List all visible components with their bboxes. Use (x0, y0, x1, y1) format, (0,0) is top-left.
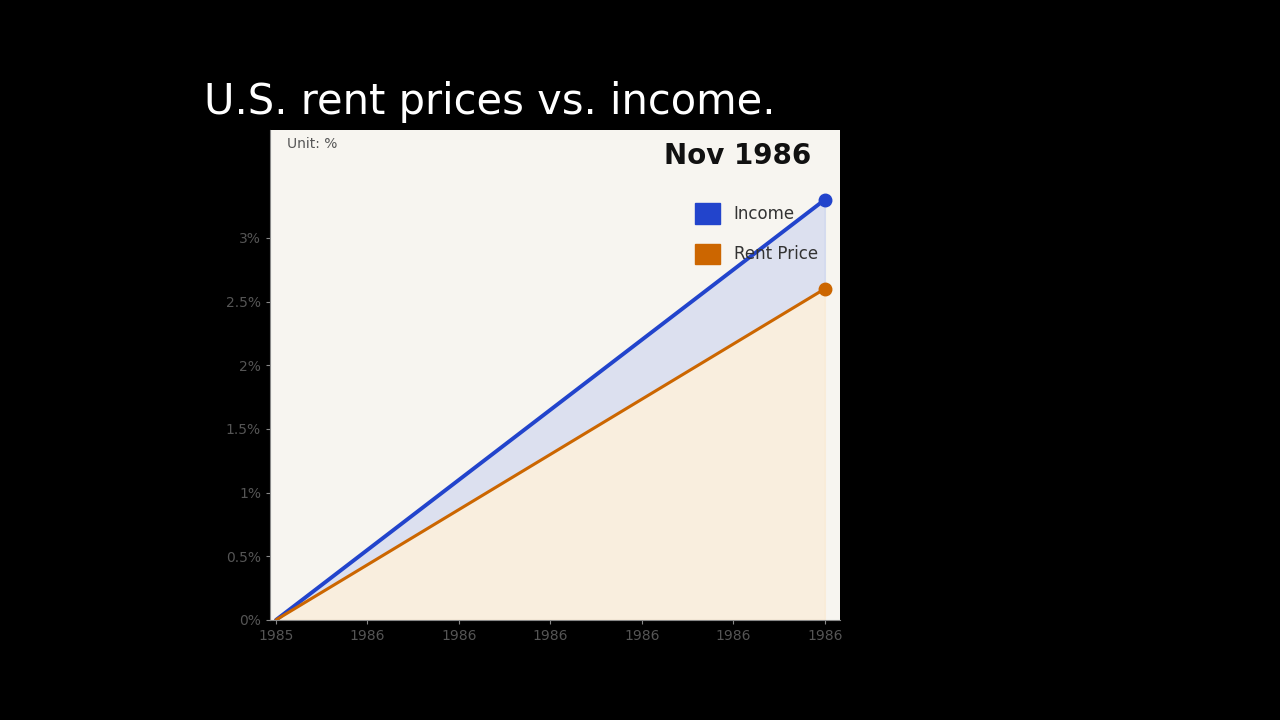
Text: Unit: %: Unit: % (287, 137, 338, 151)
Legend: Income, Rent Price: Income, Rent Price (689, 197, 824, 271)
Text: U.S. rent prices vs. income.: U.S. rent prices vs. income. (205, 81, 776, 123)
Text: Nov 1986: Nov 1986 (663, 142, 810, 170)
